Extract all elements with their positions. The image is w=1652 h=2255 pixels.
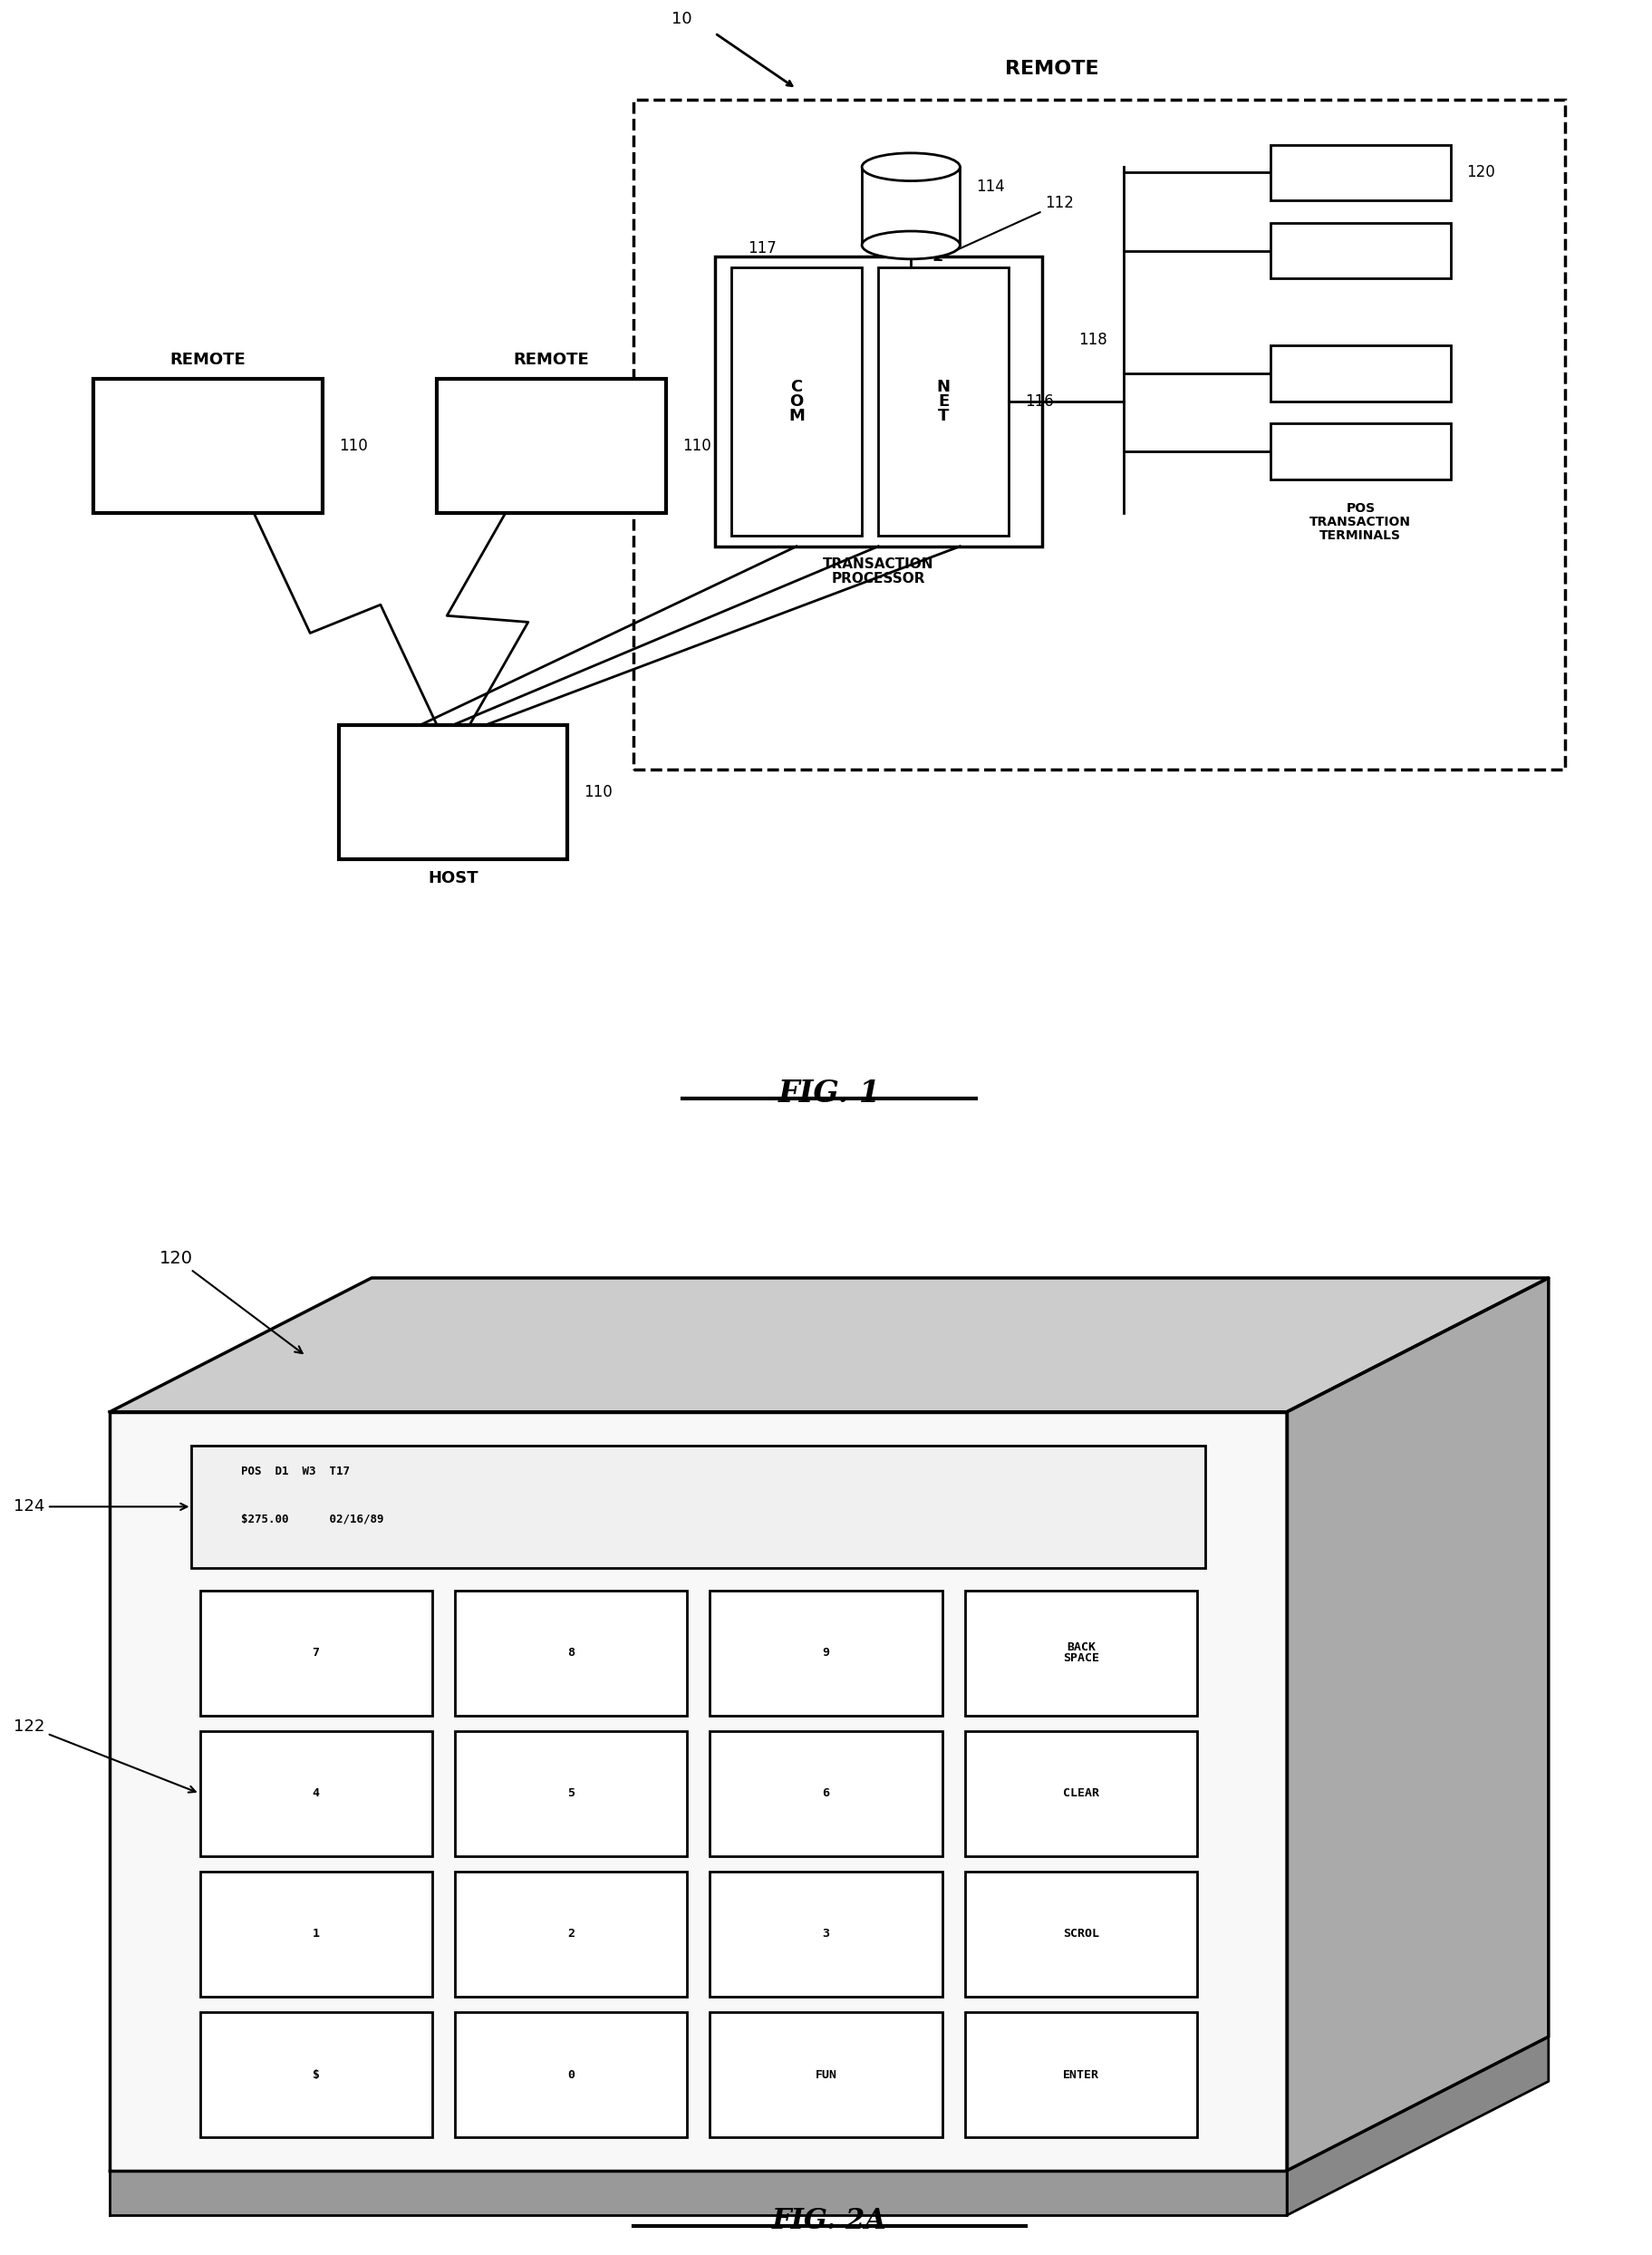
Bar bbox=[965, 1590, 1196, 1716]
Bar bbox=[861, 167, 960, 246]
Bar bbox=[877, 268, 1008, 534]
Text: 4: 4 bbox=[312, 1788, 319, 1799]
Bar bbox=[709, 2011, 942, 2138]
Text: REMOTE: REMOTE bbox=[1004, 59, 1099, 77]
Text: REMOTE: REMOTE bbox=[514, 352, 588, 368]
Polygon shape bbox=[1287, 2036, 1548, 2214]
Text: 117: 117 bbox=[747, 239, 776, 257]
Polygon shape bbox=[109, 1412, 1287, 2172]
Bar bbox=[965, 1732, 1196, 1856]
Text: $: $ bbox=[312, 2068, 319, 2081]
Polygon shape bbox=[109, 2172, 1287, 2214]
Bar bbox=[454, 2011, 687, 2138]
Text: REMOTE: REMOTE bbox=[170, 352, 246, 368]
Text: 122: 122 bbox=[13, 1718, 195, 1793]
Bar bbox=[965, 2011, 1196, 2138]
Text: 110: 110 bbox=[583, 785, 613, 801]
Text: N
E
T: N E T bbox=[937, 379, 950, 424]
Text: 110: 110 bbox=[339, 437, 367, 453]
Bar bbox=[1270, 345, 1450, 401]
Bar bbox=[339, 724, 567, 859]
Text: 120: 120 bbox=[159, 1249, 302, 1353]
Text: 3: 3 bbox=[823, 1928, 829, 1939]
Text: SCROL: SCROL bbox=[1062, 1928, 1099, 1939]
Bar bbox=[200, 1872, 431, 1996]
Bar bbox=[709, 1732, 942, 1856]
Text: ENTER: ENTER bbox=[1062, 2068, 1099, 2081]
Bar bbox=[714, 257, 1041, 546]
Bar bbox=[730, 268, 861, 534]
Text: FIG. 1: FIG. 1 bbox=[778, 1078, 881, 1107]
Text: $275.00      02/16/89: $275.00 02/16/89 bbox=[241, 1513, 383, 1524]
Text: 120: 120 bbox=[1465, 165, 1495, 180]
Bar bbox=[709, 1590, 942, 1716]
Text: 6: 6 bbox=[823, 1788, 829, 1799]
Bar bbox=[454, 1590, 687, 1716]
Text: 112: 112 bbox=[935, 196, 1074, 259]
Bar bbox=[200, 1732, 431, 1856]
Text: FIG. 2A: FIG. 2A bbox=[771, 2208, 885, 2235]
Bar bbox=[200, 2011, 431, 2138]
Text: 118: 118 bbox=[1077, 331, 1107, 347]
Bar bbox=[1270, 144, 1450, 201]
Bar bbox=[436, 379, 666, 512]
Text: 9: 9 bbox=[823, 1646, 829, 1660]
Text: 5: 5 bbox=[567, 1788, 575, 1799]
Ellipse shape bbox=[861, 232, 960, 259]
Text: 124: 124 bbox=[13, 1500, 187, 1515]
Text: 2: 2 bbox=[567, 1928, 575, 1939]
Polygon shape bbox=[1287, 1279, 1548, 2172]
Bar bbox=[454, 1872, 687, 1996]
Text: HOST: HOST bbox=[428, 870, 477, 886]
Bar bbox=[192, 1445, 1204, 1567]
Bar bbox=[1270, 424, 1450, 480]
Text: 8: 8 bbox=[567, 1646, 575, 1660]
Bar bbox=[709, 1872, 942, 1996]
Bar bbox=[633, 99, 1564, 769]
Text: CLEAR: CLEAR bbox=[1062, 1788, 1099, 1799]
Text: 10: 10 bbox=[671, 11, 692, 27]
Ellipse shape bbox=[861, 153, 960, 180]
Text: BACK
SPACE: BACK SPACE bbox=[1062, 1642, 1099, 1664]
Text: FUN: FUN bbox=[814, 2068, 836, 2081]
Text: POS  D1  W3  T17: POS D1 W3 T17 bbox=[241, 1466, 349, 1477]
Text: 116: 116 bbox=[1024, 392, 1054, 410]
Text: 114: 114 bbox=[976, 178, 1004, 194]
Bar bbox=[454, 1732, 687, 1856]
Text: 0: 0 bbox=[567, 2068, 575, 2081]
Bar bbox=[965, 1872, 1196, 1996]
Polygon shape bbox=[109, 1279, 1548, 1412]
Text: POS
TRANSACTION
TERMINALS: POS TRANSACTION TERMINALS bbox=[1308, 501, 1411, 541]
Text: 1: 1 bbox=[312, 1928, 319, 1939]
Text: 110: 110 bbox=[682, 437, 710, 453]
Bar bbox=[94, 379, 322, 512]
Bar bbox=[200, 1590, 431, 1716]
Text: 7: 7 bbox=[312, 1646, 319, 1660]
Text: TRANSACTION
PROCESSOR: TRANSACTION PROCESSOR bbox=[823, 557, 933, 586]
Text: C
O
M: C O M bbox=[788, 379, 805, 424]
Bar bbox=[1270, 223, 1450, 280]
